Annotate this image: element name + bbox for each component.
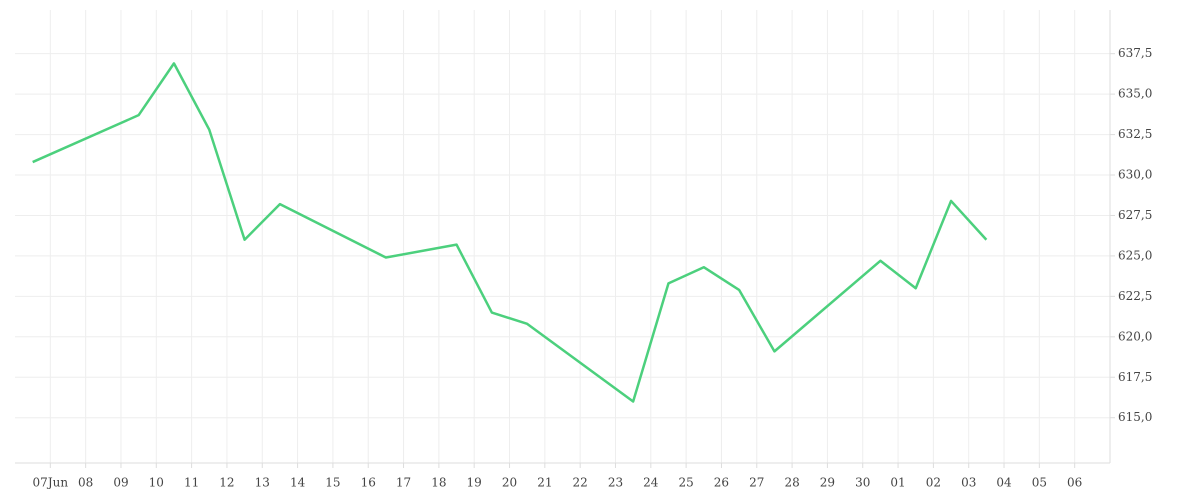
y-tick-label: 637,5 — [1118, 46, 1152, 60]
y-tick-label: 635,0 — [1118, 87, 1152, 101]
y-tick-label: 627,5 — [1118, 208, 1152, 222]
y-tick-label: 615,0 — [1118, 410, 1152, 424]
x-tick-label: 19 — [467, 476, 482, 490]
x-tick-label: 21 — [537, 476, 552, 490]
y-tick-label: 620,0 — [1118, 329, 1152, 343]
y-tick-label: 632,5 — [1118, 127, 1152, 141]
x-tick-label: 11 — [184, 476, 199, 490]
x-tick-label: 03 — [961, 476, 976, 490]
x-tick-label: 04 — [996, 476, 1012, 490]
x-tick-label: 29 — [820, 476, 835, 490]
x-tick-label: 07Jun — [33, 476, 69, 490]
y-tick-label: 622,5 — [1118, 289, 1152, 303]
x-tick-label: 10 — [149, 476, 164, 490]
x-tick-label: 08 — [78, 476, 93, 490]
x-tick-label: 16 — [361, 476, 376, 490]
x-tick-label: 09 — [113, 476, 128, 490]
y-tick-label: 617,5 — [1118, 370, 1152, 384]
y-tick-label: 630,0 — [1118, 168, 1152, 182]
x-tick-label: 24 — [643, 476, 659, 490]
x-tick-label: 30 — [855, 476, 870, 490]
x-tick-label: 06 — [1067, 476, 1082, 490]
x-tick-label: 26 — [714, 476, 729, 490]
x-tick-label: 02 — [926, 476, 941, 490]
x-tick-label: 05 — [1032, 476, 1047, 490]
x-tick-label: 18 — [431, 476, 446, 490]
x-tick-label: 20 — [502, 476, 517, 490]
price-line — [32, 62, 988, 403]
x-tick-label: 25 — [678, 476, 693, 490]
x-tick-label: 14 — [290, 476, 306, 490]
x-tick-label: 12 — [219, 476, 234, 490]
x-tick-label: 15 — [325, 476, 340, 490]
x-tick-label: 13 — [255, 476, 270, 490]
x-tick-label: 22 — [573, 476, 588, 490]
y-tick-label: 625,0 — [1118, 248, 1152, 262]
x-tick-label: 28 — [784, 476, 799, 490]
x-tick-label: 23 — [608, 476, 623, 490]
x-tick-label: 27 — [749, 476, 764, 490]
x-tick-label: 01 — [890, 476, 905, 490]
x-tick-label: 17 — [396, 476, 411, 490]
